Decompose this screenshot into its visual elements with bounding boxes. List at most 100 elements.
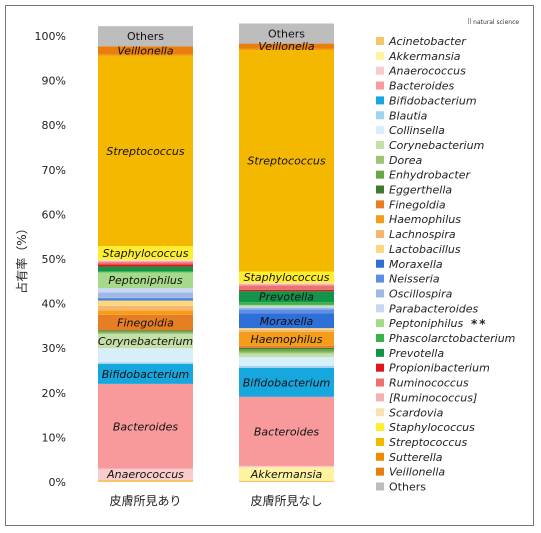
bar-segment <box>98 262 193 265</box>
bars: Anaerococcus Bacteroides Bifidobacterium Co… <box>98 23 334 482</box>
legend-label: Acinetobacter <box>388 35 467 48</box>
segment-label: Bifidobacterium <box>102 368 190 381</box>
legend-label: Parabacteroides <box>389 302 479 315</box>
legend-label: Blautia <box>389 109 428 122</box>
bar-segment <box>98 272 193 288</box>
legend-label: Dorea <box>389 154 422 167</box>
segment-label: Akkermansia <box>250 468 323 481</box>
bar-segment <box>239 285 334 290</box>
bar-segment <box>239 304 334 307</box>
bar-segment <box>98 246 193 260</box>
segment-label: Haemophilus <box>251 333 323 346</box>
bar-segment <box>239 291 334 303</box>
bar-segment <box>239 306 334 308</box>
bar-segment <box>98 292 193 298</box>
legend-swatch <box>376 437 384 446</box>
bar-segment <box>98 26 193 47</box>
legend-label: Moraxella <box>389 258 443 271</box>
legend-label: Neisseria <box>389 273 440 286</box>
y-tick-label: 100% <box>35 30 66 43</box>
legend-swatch <box>376 363 384 372</box>
legend-label: Sutterella <box>389 451 443 464</box>
segment-label: Bifidobacterium <box>243 376 331 389</box>
legend-label: Peptoniphilus <box>389 317 463 330</box>
legend-swatch <box>376 319 384 328</box>
y-axis-label: 占有率（%） <box>14 222 29 293</box>
bar-segment <box>239 313 334 329</box>
logo-text: natural science <box>473 19 520 26</box>
bar-segment <box>98 271 193 273</box>
legend-label: Others <box>389 481 426 494</box>
legend-label: Corynebacterium <box>389 139 484 152</box>
legend-label: Enhydrobacter <box>389 169 471 182</box>
bar-segment <box>239 282 334 284</box>
bar-segment <box>98 260 193 263</box>
legend-label: Haemophilus <box>389 213 461 226</box>
segment-label: Bacteroides <box>113 420 178 433</box>
bar-segment <box>239 367 334 397</box>
bar-segment <box>239 465 334 468</box>
x-category-label: 皮膚所見なし <box>250 493 322 508</box>
legend-swatch <box>376 37 384 45</box>
bar-segment <box>239 351 334 354</box>
segment-label: Others <box>127 30 164 43</box>
y-tick-label: 10% <box>42 431 66 444</box>
legend-label: Lactobacillus <box>389 243 461 256</box>
segment-label: Streptococcus <box>247 155 325 168</box>
bar-segment <box>239 357 334 367</box>
legend-label: Propionibacterium <box>389 362 490 375</box>
legend-label: Veillonella <box>389 466 445 479</box>
legend-swatch <box>376 348 384 357</box>
segment-label: Finegoldia <box>117 317 174 330</box>
legend-label: Phascolarctobacterium <box>389 332 515 345</box>
legend-swatch <box>376 66 384 75</box>
legend-label: Ruminococcus <box>389 377 469 390</box>
bar-segment <box>239 345 334 348</box>
legend-label: [Ruminococcus] <box>389 391 477 404</box>
bar-segment <box>98 266 193 272</box>
bar-segment <box>98 297 193 300</box>
segment-label: Peptoniphilus <box>108 274 182 287</box>
legend-label: Anaerococcus <box>388 65 466 78</box>
legend-swatch <box>376 274 384 283</box>
bar-segment <box>239 480 334 482</box>
bar-segment <box>98 46 193 55</box>
legend-label: Eggerthella <box>389 184 452 197</box>
bar-segment <box>239 307 334 310</box>
legend-label: Staphylococcus <box>389 421 475 434</box>
legend-label: Finegoldia <box>389 198 446 211</box>
legend-label: Bacteroides <box>389 80 454 93</box>
legend-swatch <box>376 155 384 164</box>
bar-segment <box>98 383 193 469</box>
legend-swatch <box>376 482 384 491</box>
bar-segment <box>239 396 334 466</box>
bar-segment <box>98 54 193 56</box>
bar-segment <box>98 468 193 480</box>
legend-swatch <box>376 423 384 432</box>
legend-swatch <box>376 200 384 209</box>
legend-label: Akkermansia <box>388 50 461 63</box>
segment-label: Prevotella <box>259 291 314 304</box>
x-category-label: 皮膚所見あり <box>109 493 181 508</box>
bar-segment <box>98 333 193 349</box>
segment-label: Veillonella <box>258 40 314 53</box>
segment-label: Veillonella <box>117 44 173 57</box>
segment-label: Corynebacterium <box>98 335 193 348</box>
legend-swatch <box>376 289 384 298</box>
legend-swatch <box>376 230 384 239</box>
legend-label: Scardovia <box>389 406 444 419</box>
legend-swatch <box>376 378 384 387</box>
bar-segment <box>239 283 334 286</box>
publisher-logo: ⠿ natural science <box>467 18 519 26</box>
bar-segment <box>239 353 334 358</box>
segment-label: Moraxella <box>260 315 314 328</box>
bar-segment <box>98 299 193 301</box>
legend-label: Oscillospira <box>389 287 453 300</box>
legend-swatch <box>376 393 384 402</box>
legend-swatch <box>376 467 384 476</box>
bar-segment <box>98 314 193 331</box>
bar-segment <box>98 264 193 267</box>
segment-label: Bacteroides <box>254 425 319 438</box>
logo-dots-icon: ⠿ <box>467 18 472 26</box>
legend-swatch <box>376 81 384 90</box>
